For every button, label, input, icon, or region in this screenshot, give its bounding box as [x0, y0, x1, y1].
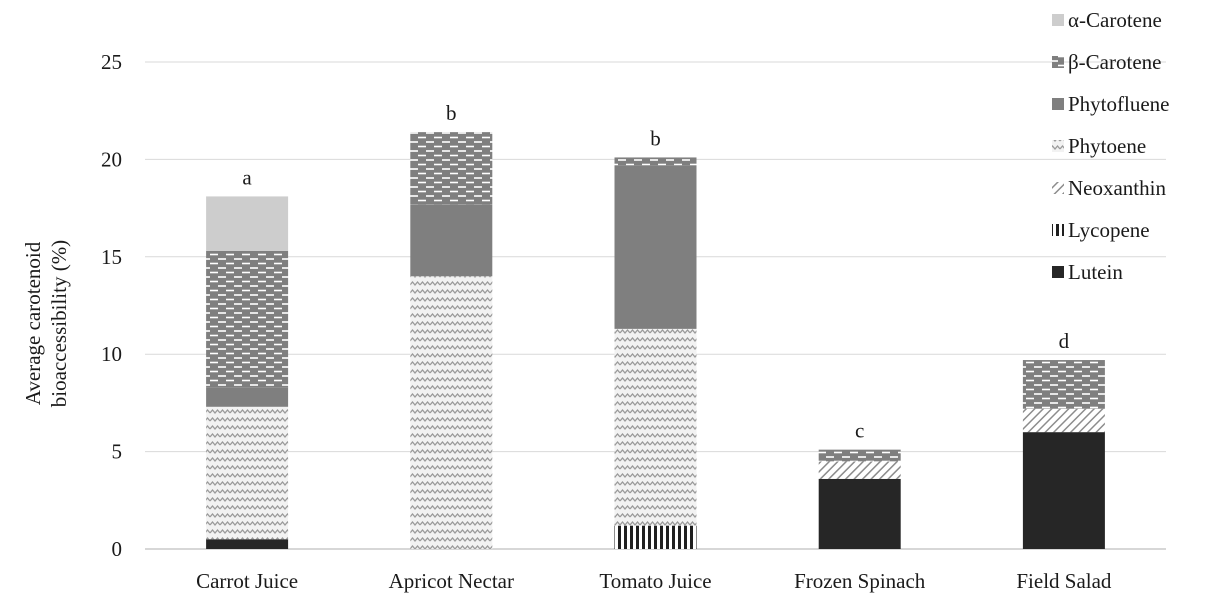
x-tick-label: Apricot Nectar — [389, 569, 514, 593]
bar-segment-phytoene — [206, 406, 289, 540]
bar-segment-carotene — [206, 250, 289, 388]
bar-segment-phytoene — [410, 276, 493, 549]
legend-swatch — [1052, 266, 1064, 278]
y-tick-label: 10 — [101, 342, 122, 366]
legend-label: Neoxanthin — [1068, 176, 1166, 200]
legend-swatch — [1052, 140, 1064, 152]
labels: Carrot Juice a Apricot Nectar b Tomato Juice… — [196, 101, 1112, 593]
y-axis: 0 5 10 15 20 25 Average carotenoidbioaccessibi… — [21, 50, 1166, 561]
bar-segment-neoxanthin — [818, 461, 901, 479]
legend-label: Lutein — [1068, 260, 1123, 284]
legend-label: Phytoene — [1068, 134, 1146, 158]
legend-swatch — [1052, 56, 1064, 68]
bar-segment-carotene — [410, 132, 493, 205]
significance-letter: a — [242, 165, 252, 189]
bar-segment-phytofluene — [614, 165, 697, 329]
legend: α-Carotene β-Carotene Phytofluene Phytoene N… — [1052, 8, 1169, 284]
significance-letter: c — [855, 419, 864, 443]
bar-segment-phytofluene — [410, 204, 493, 277]
y-tick-label: 25 — [101, 50, 122, 74]
bar-segment-lycopene — [614, 525, 697, 549]
bar-segment-lutein — [206, 539, 289, 549]
significance-letter: b — [650, 126, 661, 150]
y-tick-label: 0 — [112, 537, 123, 561]
bars — [206, 132, 1105, 549]
y-tick-label: 20 — [101, 147, 122, 171]
bar-segment-lutein — [1022, 432, 1105, 549]
legend-label: Lycopene — [1068, 218, 1150, 242]
bar-segment-carotene — [614, 157, 697, 166]
bar-segment-carotene — [206, 196, 289, 251]
legend-swatch — [1052, 98, 1064, 110]
significance-letter: d — [1059, 329, 1070, 353]
y-axis-label: Average carotenoidbioaccessibility (%) — [21, 240, 71, 407]
significance-letter: b — [446, 101, 457, 125]
legend-swatch — [1052, 182, 1064, 194]
legend-swatch — [1052, 14, 1064, 26]
x-tick-label: Tomato Juice — [599, 569, 711, 593]
x-tick-label: Carrot Juice — [196, 569, 298, 593]
bar-segment-phytofluene — [206, 387, 289, 407]
x-tick-label: Field Salad — [1016, 569, 1112, 593]
legend-label: β-Carotene — [1068, 50, 1161, 74]
x-tick-label: Frozen Spinach — [794, 569, 926, 593]
legend-label: Phytofluene — [1068, 92, 1169, 116]
legend-swatch — [1052, 224, 1064, 236]
bar-segment-lutein — [818, 478, 901, 549]
bar-segment-carotene — [1022, 360, 1105, 409]
bar-segment-neoxanthin — [1022, 408, 1105, 433]
y-tick-label: 5 — [112, 440, 123, 464]
legend-label: α-Carotene — [1068, 8, 1162, 32]
bar-segment-phytoene — [614, 328, 697, 526]
y-tick-label: 15 — [101, 245, 122, 269]
bar-segment-carotene — [818, 449, 901, 462]
